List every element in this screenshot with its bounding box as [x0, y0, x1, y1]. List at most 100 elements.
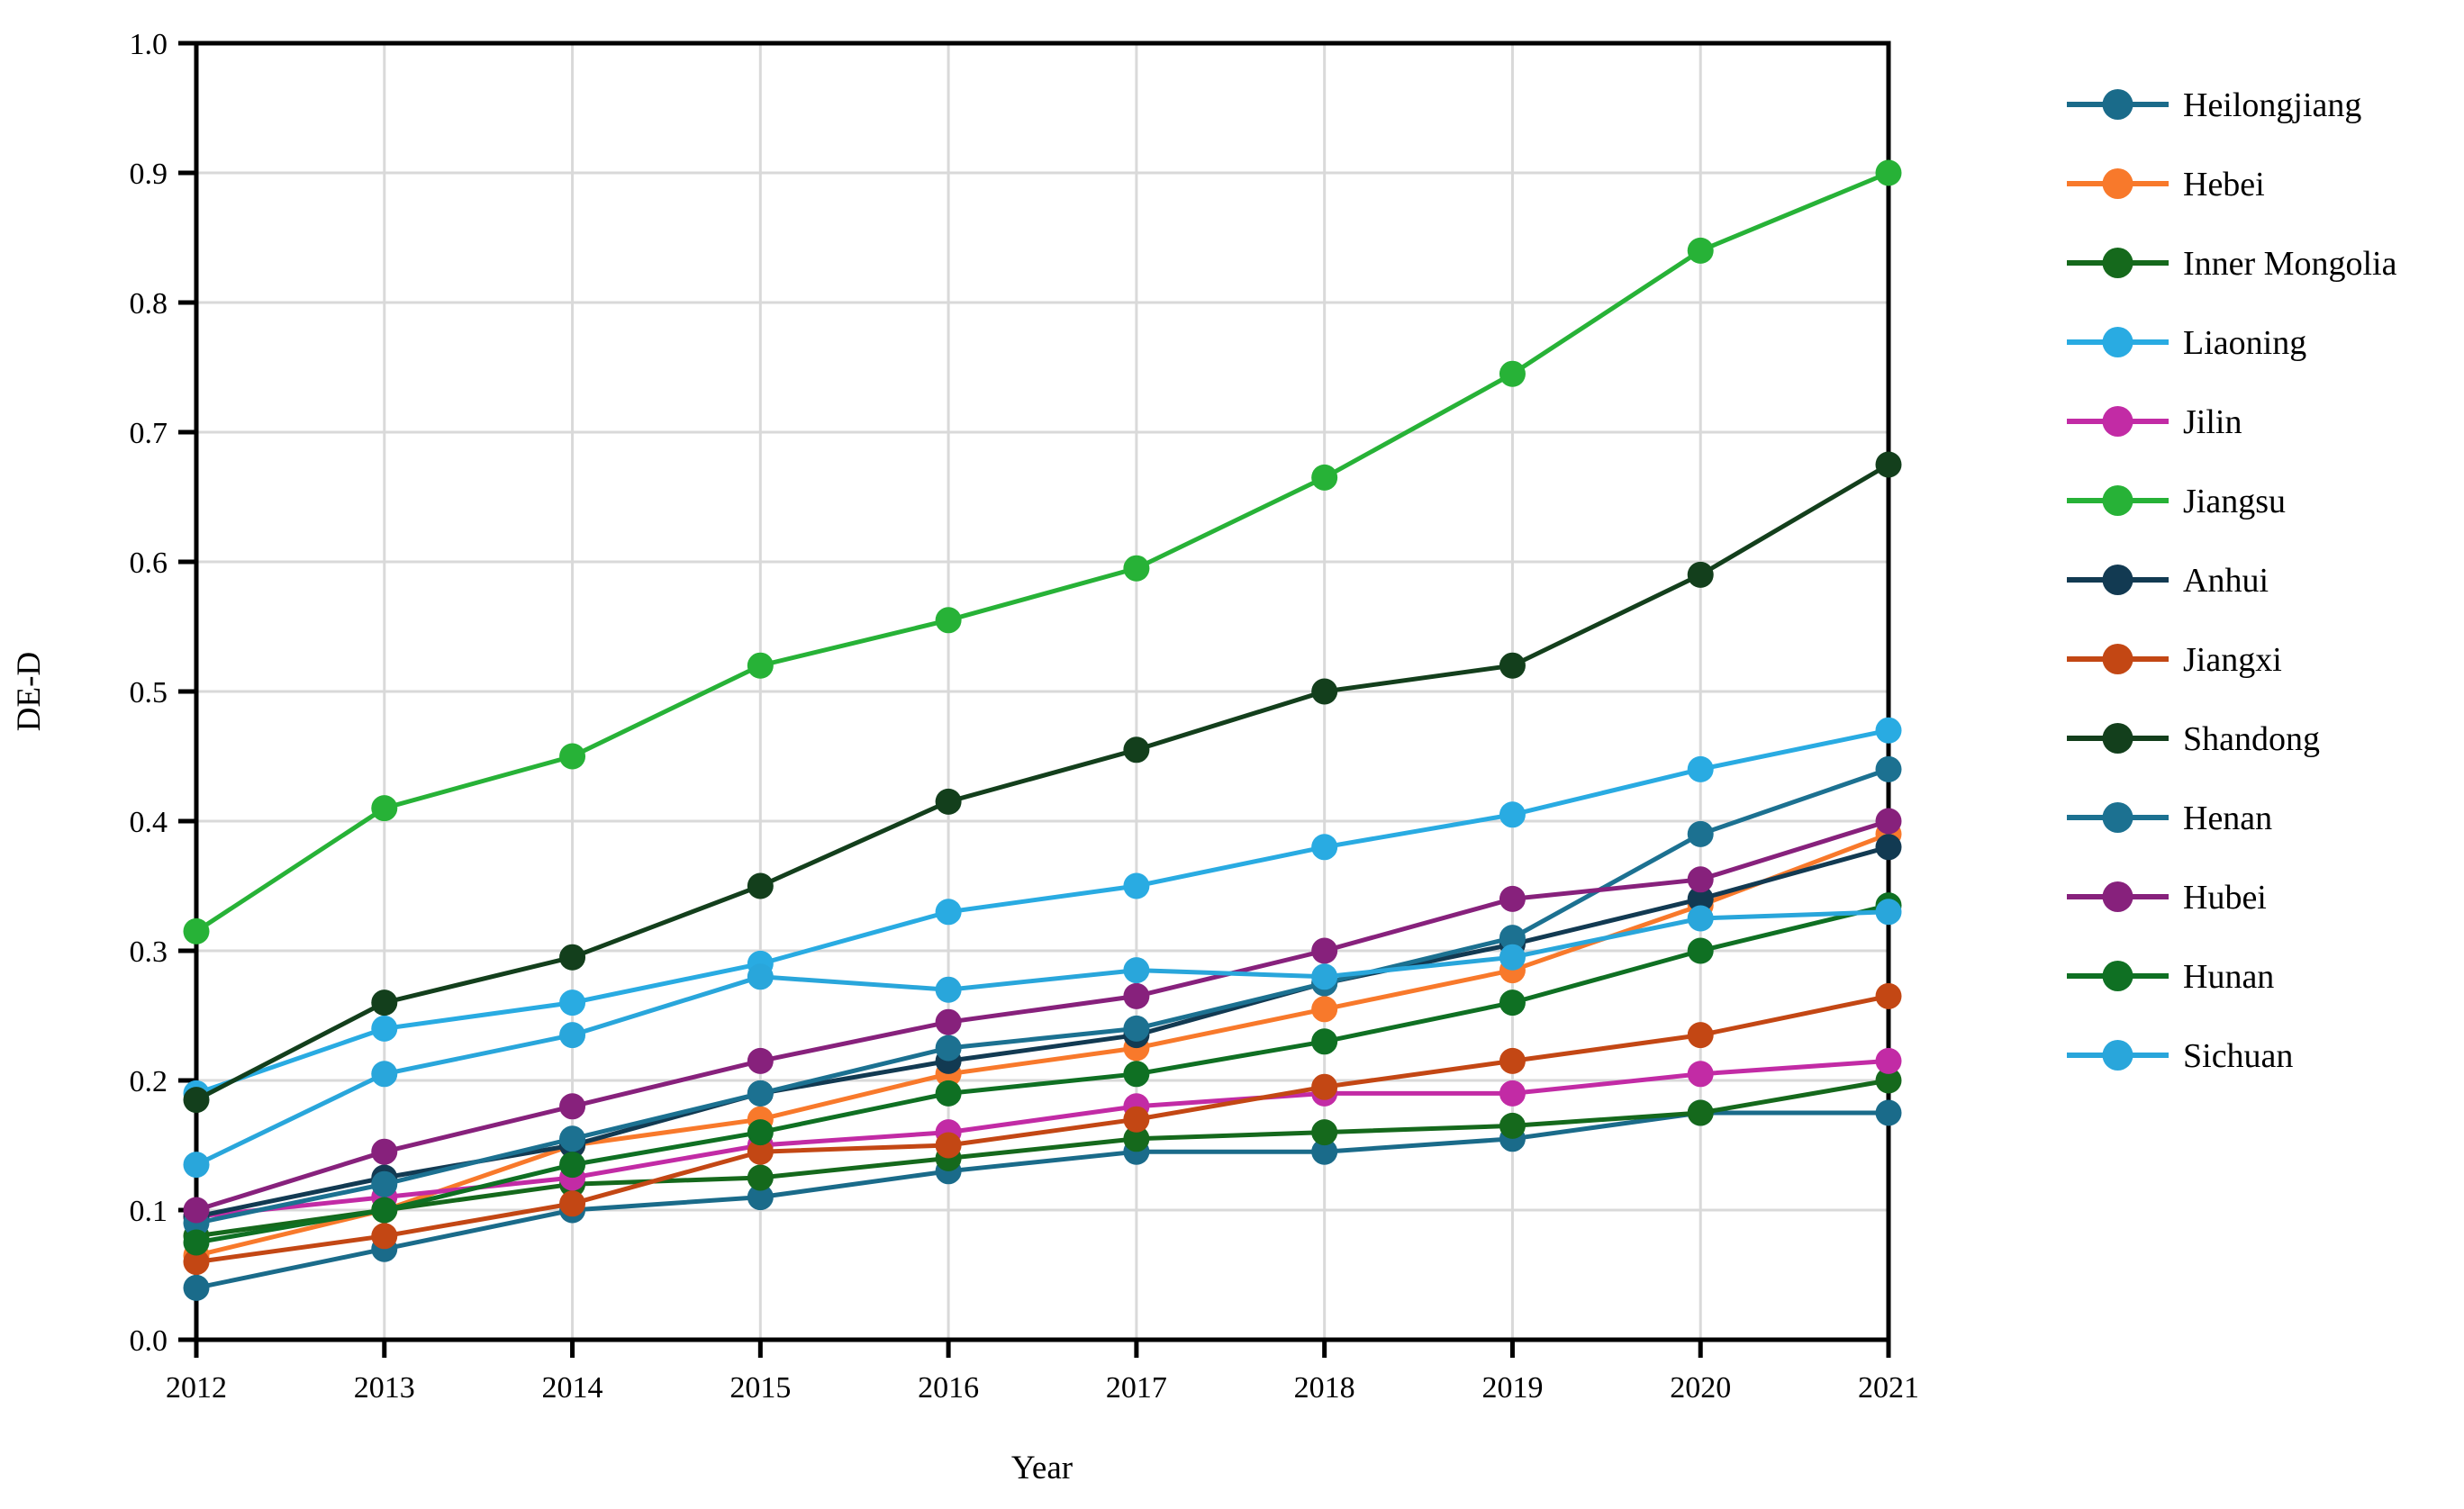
y-tick-label: 0.5 — [130, 676, 168, 709]
data-point-jiangsu-2012 — [183, 917, 210, 944]
legend-marker-jiangsu — [2102, 485, 2133, 516]
data-point-anhui-2021 — [1875, 834, 1902, 861]
data-point-liaoning-2018 — [1311, 834, 1338, 861]
data-point-jiangsu-2020 — [1687, 237, 1714, 264]
legend-item-hunan: Hunan — [2067, 958, 2274, 996]
legend-label-jiangsu: Jiangsu — [2183, 483, 2286, 520]
y-tick-label: 0.1 — [130, 1195, 168, 1228]
data-point-sichuan-2019 — [1499, 944, 1526, 971]
data-point-shandong-2018 — [1311, 678, 1338, 705]
y-tick-label: 0.0 — [130, 1324, 168, 1358]
x-tick-label: 2020 — [1670, 1371, 1731, 1405]
legend-label-inner-mongolia: Inner Mongolia — [2183, 245, 2397, 283]
data-point-shandong-2019 — [1499, 652, 1526, 679]
legend-marker-jiangxi — [2102, 644, 2133, 674]
series-hubei — [183, 808, 1902, 1224]
x-tick-label: 2017 — [1106, 1371, 1167, 1405]
series-line-jiangxi — [195, 993, 1889, 1265]
legend-marker-henan — [2102, 802, 2133, 833]
data-point-sichuan-2020 — [1687, 905, 1714, 932]
data-point-jiangxi-2019 — [1499, 1047, 1526, 1074]
data-point-jiangxi-2017 — [1123, 1106, 1150, 1133]
data-point-hunan-2014 — [559, 1152, 586, 1179]
data-point-hebei-2018 — [1311, 996, 1338, 1023]
y-tick-label: 1.0 — [130, 28, 168, 61]
data-point-hubei-2020 — [1687, 866, 1714, 893]
data-point-jiangsu-2014 — [559, 743, 586, 770]
data-point-jiangsu-2021 — [1875, 159, 1902, 186]
data-point-jilin-2019 — [1499, 1080, 1526, 1107]
data-point-henan-2019 — [1499, 925, 1526, 952]
series-jiangxi — [183, 982, 1902, 1276]
legend-label-hunan: Hunan — [2183, 958, 2274, 996]
data-point-shandong-2021 — [1875, 451, 1902, 478]
series-line-sichuan — [195, 909, 1889, 1167]
data-point-heilongjiang-2021 — [1875, 1099, 1902, 1126]
y-tick-label: 0.7 — [130, 417, 168, 450]
data-point-hubei-2016 — [935, 1008, 962, 1035]
series-inner-mongolia — [183, 1067, 1902, 1250]
y-axis-title: DE-D — [11, 652, 48, 731]
legend-item-liaoning: Liaoning — [2067, 324, 2306, 362]
data-point-shandong-2016 — [935, 788, 962, 815]
y-tick-label: 0.9 — [130, 158, 168, 191]
legend-label-heilongjiang: Heilongjiang — [2183, 86, 2361, 124]
data-point-hubei-2014 — [559, 1093, 586, 1120]
data-point-shandong-2013 — [371, 989, 398, 1017]
data-point-henan-2016 — [935, 1035, 962, 1062]
legend-item-jiangsu: Jiangsu — [2067, 483, 2286, 520]
legend-label-hubei: Hubei — [2183, 879, 2267, 917]
legend-label-sichuan: Sichuan — [2183, 1037, 2293, 1075]
data-point-henan-2020 — [1687, 820, 1714, 847]
data-point-liaoning-2021 — [1875, 717, 1902, 744]
data-point-inner-mongolia-2019 — [1499, 1112, 1526, 1139]
x-tick-label: 2019 — [1481, 1371, 1543, 1405]
data-point-sichuan-2018 — [1311, 963, 1338, 990]
legend-marker-jilin — [2102, 406, 2133, 437]
legend-marker-inner-mongolia — [2102, 248, 2133, 278]
y-tick-label: 0.3 — [130, 935, 168, 969]
data-point-hubei-2017 — [1123, 982, 1150, 1009]
data-point-inner-mongolia-2021 — [1875, 1067, 1902, 1094]
data-point-jiangsu-2018 — [1311, 464, 1338, 491]
data-point-inner-mongolia-2017 — [1123, 1125, 1150, 1152]
data-point-jiangsu-2017 — [1123, 555, 1150, 582]
x-tick-label: 2013 — [354, 1371, 415, 1405]
legend-label-shandong: Shandong — [2183, 720, 2320, 758]
x-tick-label: 2015 — [729, 1371, 791, 1405]
data-point-liaoning-2019 — [1499, 801, 1526, 828]
data-point-hunan-2016 — [935, 1080, 962, 1107]
data-point-liaoning-2020 — [1687, 755, 1714, 782]
data-point-sichuan-2012 — [183, 1152, 210, 1179]
data-point-hubei-2021 — [1875, 808, 1902, 835]
x-tick-label: 2021 — [1858, 1371, 1919, 1405]
data-point-jiangxi-2014 — [559, 1190, 586, 1217]
series-line-hunan — [195, 903, 1889, 1245]
legend: Heilongjiang Hebei Inner Mongolia Liaoning J… — [2067, 86, 2397, 1075]
data-point-hubei-2018 — [1311, 937, 1338, 964]
data-point-sichuan-2021 — [1875, 899, 1902, 926]
legend-item-inner-mongolia: Inner Mongolia — [2067, 245, 2397, 283]
data-point-jiangxi-2015 — [747, 1138, 774, 1165]
data-point-hubei-2012 — [183, 1197, 210, 1224]
data-point-jilin-2021 — [1875, 1047, 1902, 1074]
data-point-hunan-2018 — [1311, 1028, 1338, 1055]
series-henan — [183, 755, 1902, 1236]
x-axis-title: Year — [1011, 1450, 1073, 1486]
data-point-hubei-2013 — [371, 1138, 398, 1165]
x-tick-label: 2012 — [166, 1371, 227, 1405]
legend-label-henan: Henan — [2183, 800, 2272, 837]
series-lines — [183, 159, 1902, 1301]
data-point-hunan-2013 — [371, 1197, 398, 1224]
data-point-henan-2021 — [1875, 755, 1902, 782]
x-tick-label: 2018 — [1294, 1371, 1355, 1405]
x-tick-label: 2016 — [918, 1371, 979, 1405]
legend-item-jilin: Jilin — [2067, 403, 2242, 441]
legend-item-heilongjiang: Heilongjiang — [2067, 86, 2361, 124]
series-line-henan — [195, 767, 1889, 1225]
data-point-sichuan-2016 — [935, 976, 962, 1003]
legend-marker-hubei — [2102, 881, 2133, 912]
data-point-sichuan-2015 — [747, 963, 774, 990]
series-jiangsu — [183, 159, 1902, 944]
